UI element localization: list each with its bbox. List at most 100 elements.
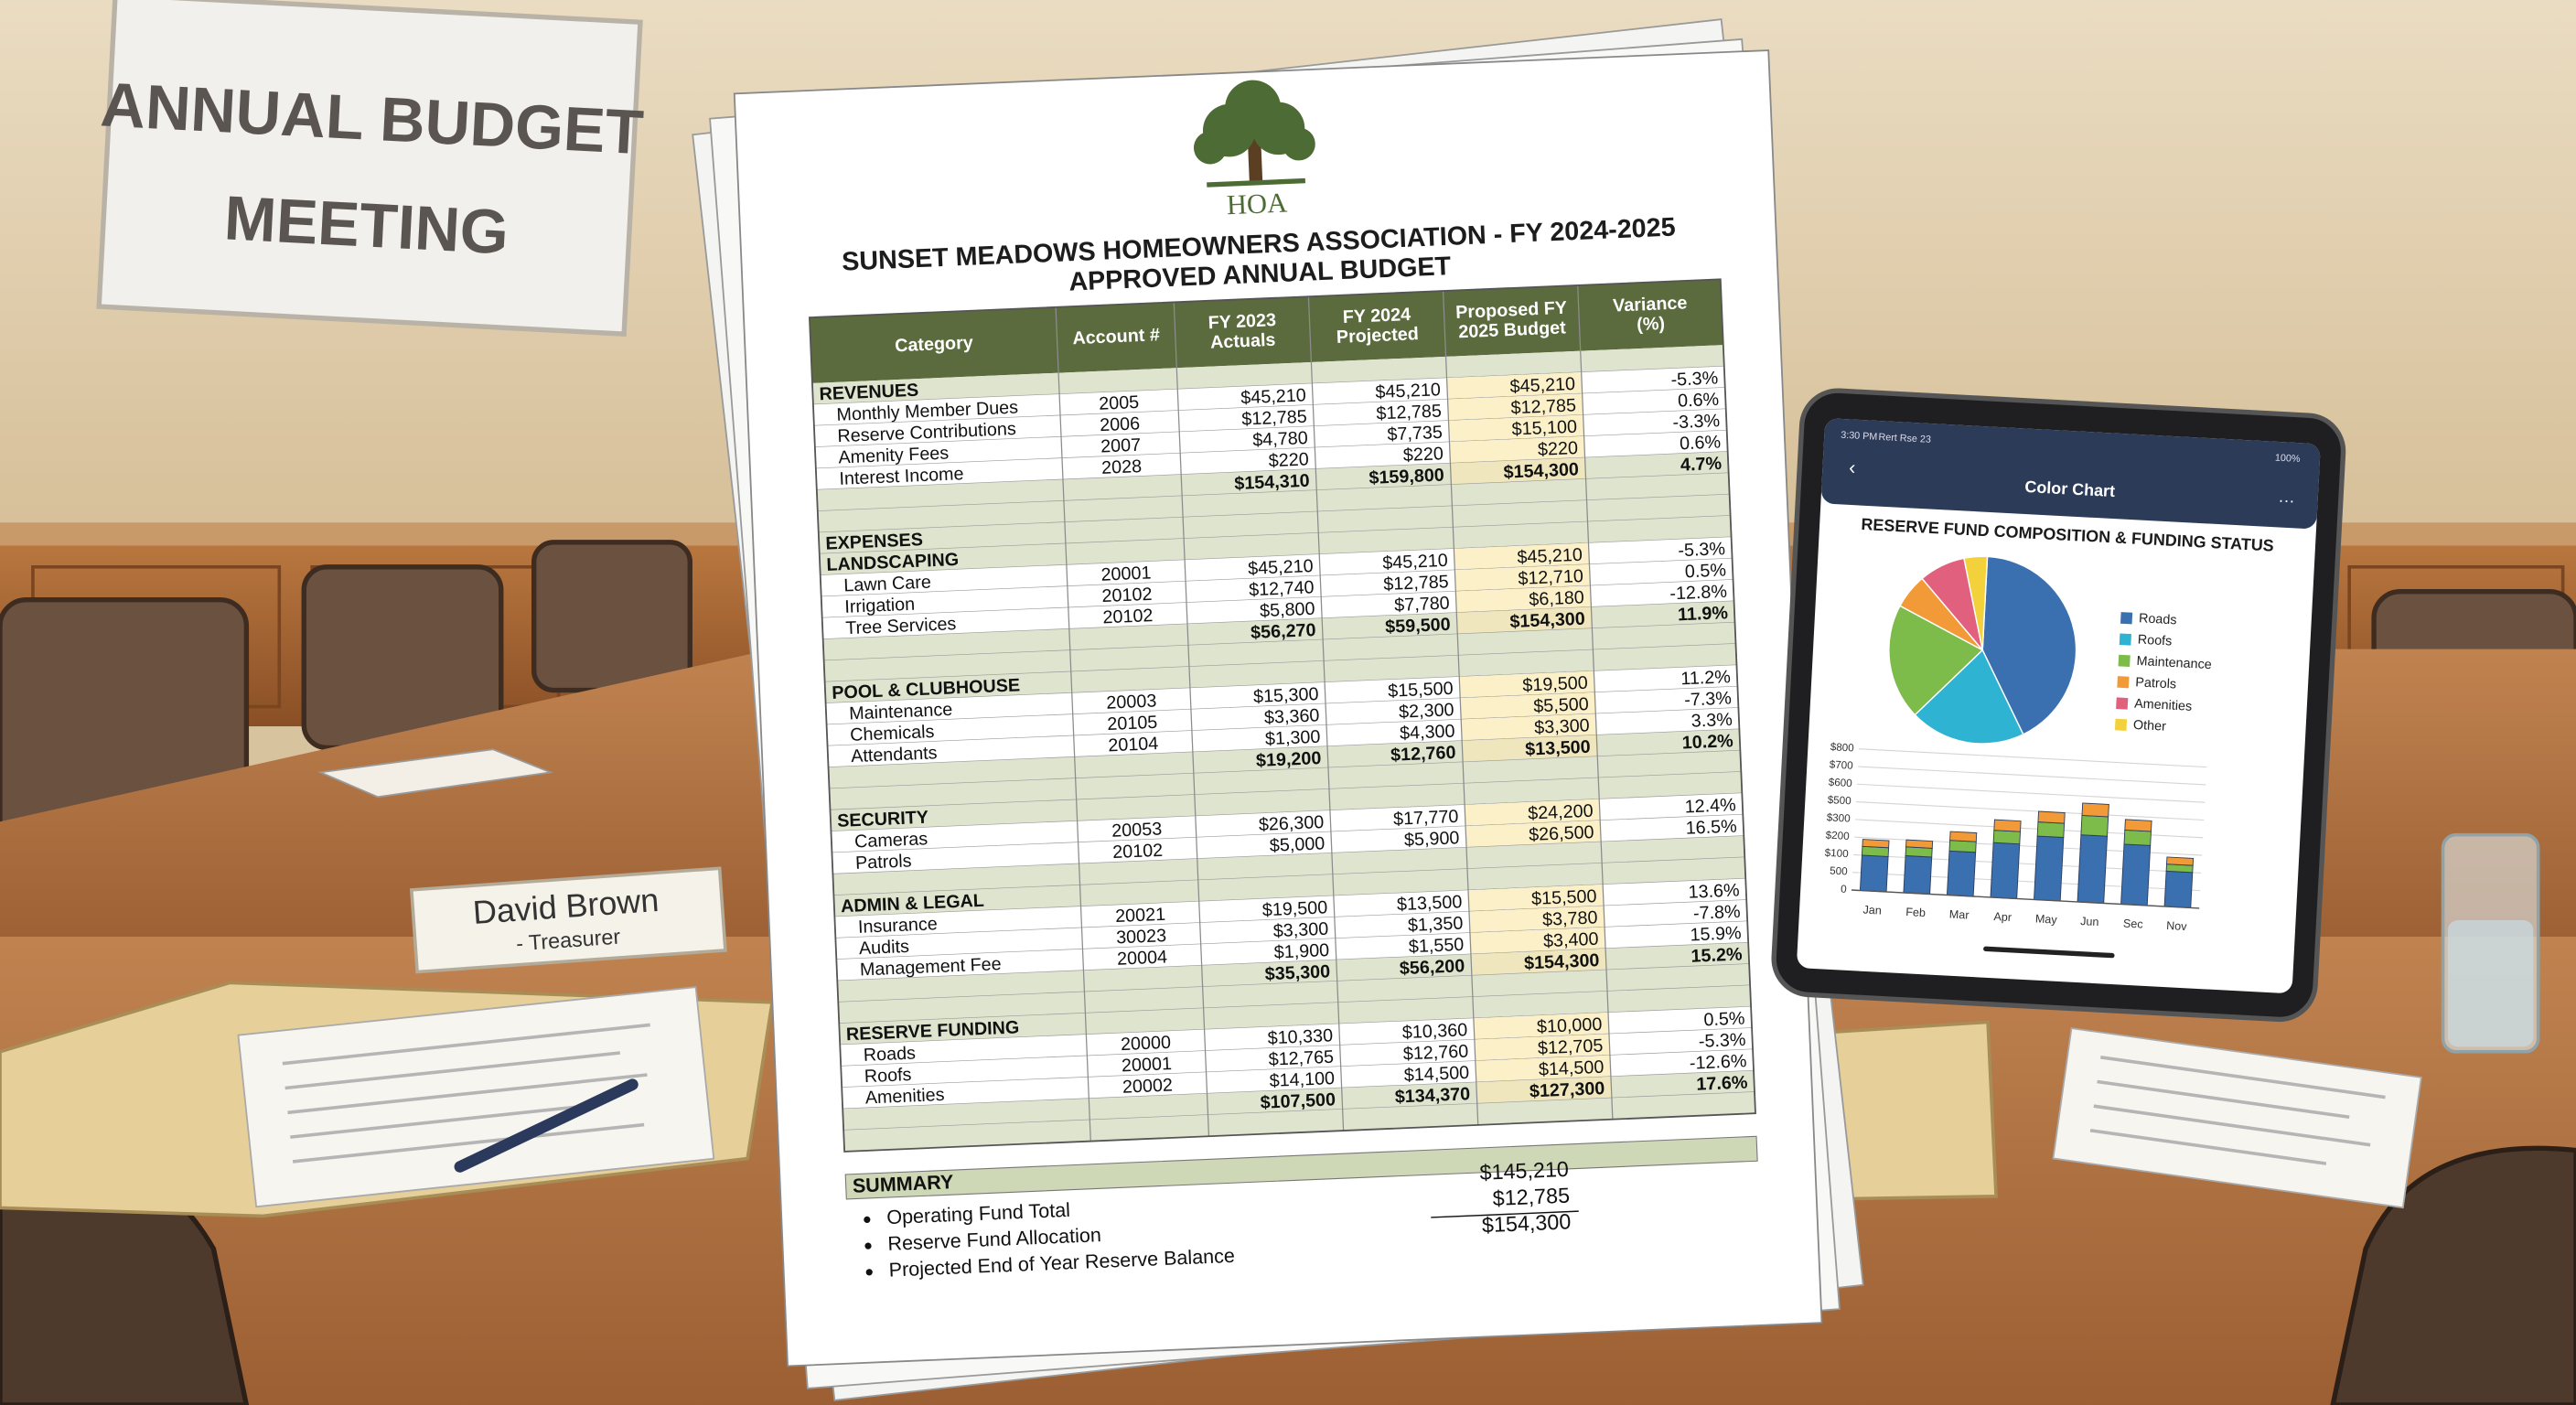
table-cell: $14,100 — [1269, 1068, 1335, 1091]
table-cell: $7,780 — [1394, 594, 1450, 617]
total-cell: $107,500 — [1260, 1089, 1336, 1112]
table-cell: Irrigation — [844, 595, 916, 617]
table-cell: $1,300 — [1265, 727, 1321, 750]
table-cell: $10,000 — [1537, 1014, 1603, 1037]
table-cell: Roads — [863, 1043, 916, 1065]
table-cell: 20002 — [1122, 1075, 1174, 1097]
table-cell: $15,300 — [1253, 684, 1319, 707]
table-cell: 11.2% — [1680, 667, 1731, 689]
table-cell: $15,500 — [1388, 679, 1454, 702]
y-tick-label: 0 — [1841, 883, 1848, 895]
table-cell: 2005 — [1099, 392, 1140, 414]
section-row — [824, 643, 1737, 703]
legend-swatch — [2118, 654, 2131, 667]
x-tick-label: Apr — [1993, 910, 2012, 924]
bar-segment — [2120, 843, 2152, 906]
table-cell: $7,735 — [1387, 423, 1443, 445]
column-rule — [1577, 284, 1614, 1120]
total-cell: $56,270 — [1250, 620, 1316, 643]
total-cell: $154,300 — [1524, 950, 1600, 973]
budget-cell-bg — [1470, 949, 1607, 976]
summary-amount: $12,785 — [1492, 1184, 1570, 1211]
budget-cell-bg — [1447, 393, 1583, 421]
x-tick-label: Jun — [2080, 915, 2099, 928]
table-cell: $5,900 — [1404, 828, 1460, 851]
sign: ANNUAL BUDGET MEETING — [96, 0, 645, 337]
total-cell: $127,300 — [1530, 1078, 1605, 1101]
table-cell: $220 — [1538, 438, 1579, 460]
table-cell: $19,500 — [1522, 673, 1588, 696]
table-cell: Amenities — [864, 1085, 945, 1109]
table-cell: Attendants — [851, 743, 938, 767]
bar-segment — [1859, 854, 1889, 893]
budget-cell-bg — [1475, 1055, 1611, 1083]
nameplate-card — [409, 866, 727, 974]
table-cell: $45,210 — [1517, 545, 1583, 568]
table-cell: $12,785 — [1376, 402, 1442, 424]
summary-title: SUMMARY — [852, 1170, 954, 1197]
pie-slice — [1963, 555, 1989, 650]
table-cell: $10,330 — [1267, 1025, 1333, 1048]
x-tick-label: Feb — [1905, 906, 1926, 919]
total-cell: $19,200 — [1256, 748, 1322, 771]
header-cell: 2025 Budget — [1458, 317, 1567, 342]
total-cell: $154,300 — [1503, 459, 1579, 482]
x-tick-label: Mar — [1949, 908, 1970, 922]
menu-button[interactable]: ··· — [2278, 490, 2295, 509]
table-cell: 2007 — [1100, 435, 1142, 457]
back-button[interactable]: ‹ — [1849, 456, 1856, 478]
bar-segment — [2163, 870, 2194, 908]
section-row — [818, 494, 1731, 554]
papers-left — [237, 986, 715, 1208]
logo-text: HOA — [1226, 188, 1287, 221]
summary-amount: $145,210 — [1479, 1157, 1569, 1185]
sign-line: MEETING — [222, 183, 510, 267]
table-cell: $220 — [1268, 449, 1309, 471]
table-cell: $24,200 — [1528, 801, 1594, 824]
table-cell: $4,300 — [1400, 722, 1455, 745]
table-cell: 20001 — [1122, 1054, 1173, 1076]
bar-segment — [2080, 814, 2109, 837]
table-cell: -12.8% — [1669, 582, 1727, 605]
bullet — [864, 1216, 871, 1223]
pie-slice — [1888, 605, 1984, 716]
header-cell: Category — [895, 333, 973, 357]
header-cell: Account # — [1072, 325, 1160, 349]
legend-label: Roads — [2139, 611, 2177, 627]
table-cell: $12,760 — [1402, 1042, 1468, 1065]
bar-segment — [1862, 839, 1890, 849]
table-cell: $1,550 — [1408, 935, 1464, 958]
budget-cell-bg — [1474, 1034, 1610, 1061]
budget-cell-bg — [1467, 885, 1605, 912]
table-cell: 15.9% — [1690, 923, 1742, 945]
table-cell: 20021 — [1115, 905, 1166, 927]
total-cell: 4.7% — [1680, 454, 1723, 476]
legend-swatch — [2119, 633, 2131, 646]
table-cell: $3,360 — [1264, 705, 1320, 728]
budget-cell-bg — [1473, 1013, 1609, 1040]
table-cell: -12.6% — [1689, 1051, 1746, 1074]
table-cell: $12,710 — [1518, 566, 1583, 589]
blank-row — [838, 963, 1751, 1024]
table-cell: $3,400 — [1543, 929, 1599, 952]
column-rule — [1173, 302, 1210, 1137]
bar-segment — [1948, 840, 1977, 853]
table-cell: 20003 — [1106, 691, 1157, 713]
table-cell: 30023 — [1116, 926, 1167, 948]
table-cell: $26,500 — [1529, 822, 1594, 845]
header-cell: FY 2023 — [1208, 310, 1276, 333]
y-tick-label: $600 — [1828, 777, 1852, 789]
table-cell: 0.6% — [1678, 390, 1720, 412]
total-cell: $154,300 — [1509, 609, 1585, 632]
status-time: 3:30 PM — [1841, 430, 1878, 443]
budget-cell-bg — [1454, 542, 1590, 571]
table-cell: Insurance — [858, 914, 939, 938]
section-row — [811, 345, 1724, 405]
total-cell: $59,500 — [1385, 615, 1451, 638]
x-tick-label: May — [2035, 912, 2058, 926]
section-row — [839, 985, 1752, 1046]
table-cell: $12,785 — [1383, 572, 1449, 595]
table-cell: $10,360 — [1401, 1020, 1467, 1043]
budget-cell-bg — [1446, 372, 1583, 400]
